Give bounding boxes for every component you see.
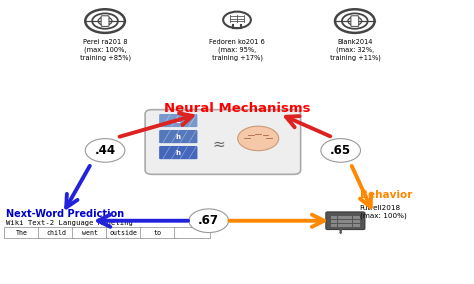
Text: to: to (154, 229, 162, 235)
Text: (max: 100%): (max: 100%) (359, 212, 406, 219)
Text: E: E (176, 118, 181, 124)
Circle shape (237, 126, 279, 151)
Text: Fedoren ko201 6
(max: 95%,
 training +17%): Fedoren ko201 6 (max: 95%, training +17%… (209, 39, 265, 61)
FancyBboxPatch shape (338, 224, 345, 227)
Circle shape (321, 139, 360, 162)
FancyBboxPatch shape (353, 216, 360, 219)
FancyBboxPatch shape (140, 227, 176, 238)
FancyBboxPatch shape (346, 224, 352, 227)
FancyBboxPatch shape (174, 227, 210, 238)
FancyBboxPatch shape (330, 220, 337, 223)
Circle shape (85, 139, 125, 162)
FancyBboxPatch shape (159, 130, 198, 144)
Text: Futrell2018: Futrell2018 (359, 205, 401, 211)
Text: Next-Word Prediction: Next-Word Prediction (6, 209, 124, 219)
Text: child: child (46, 229, 66, 235)
Text: .67: .67 (198, 214, 219, 227)
FancyBboxPatch shape (159, 146, 198, 160)
FancyBboxPatch shape (38, 227, 74, 238)
FancyBboxPatch shape (338, 216, 345, 219)
Text: Neural Mechanisms: Neural Mechanisms (164, 102, 310, 115)
Text: Wiki Text-2 Language Modeling: Wiki Text-2 Language Modeling (6, 220, 133, 226)
Text: outside: outside (110, 229, 138, 235)
FancyBboxPatch shape (353, 220, 360, 223)
Text: h: h (175, 150, 181, 156)
Circle shape (189, 209, 228, 233)
FancyBboxPatch shape (353, 224, 360, 227)
FancyBboxPatch shape (351, 16, 359, 26)
FancyBboxPatch shape (330, 216, 337, 219)
Text: .65: .65 (330, 144, 351, 157)
FancyBboxPatch shape (72, 227, 108, 238)
FancyBboxPatch shape (4, 227, 40, 238)
Text: Behavior: Behavior (359, 191, 412, 201)
FancyBboxPatch shape (106, 227, 142, 238)
FancyBboxPatch shape (326, 212, 365, 229)
FancyBboxPatch shape (346, 220, 352, 223)
FancyBboxPatch shape (338, 220, 345, 223)
Text: The: The (16, 229, 28, 235)
Text: h: h (175, 134, 181, 140)
FancyBboxPatch shape (101, 16, 109, 26)
Text: ≈: ≈ (212, 137, 225, 152)
FancyBboxPatch shape (145, 110, 301, 174)
FancyBboxPatch shape (330, 224, 337, 227)
Text: went: went (82, 229, 98, 235)
FancyBboxPatch shape (346, 216, 352, 219)
Text: .44: .44 (94, 144, 116, 157)
Text: Perei ra201 8
(max: 100%,
 training +85%): Perei ra201 8 (max: 100%, training +85%) (79, 39, 132, 61)
Text: Blank2014
(max: 32%,
 training +11%): Blank2014 (max: 32%, training +11%) (328, 39, 381, 61)
FancyBboxPatch shape (159, 114, 198, 128)
